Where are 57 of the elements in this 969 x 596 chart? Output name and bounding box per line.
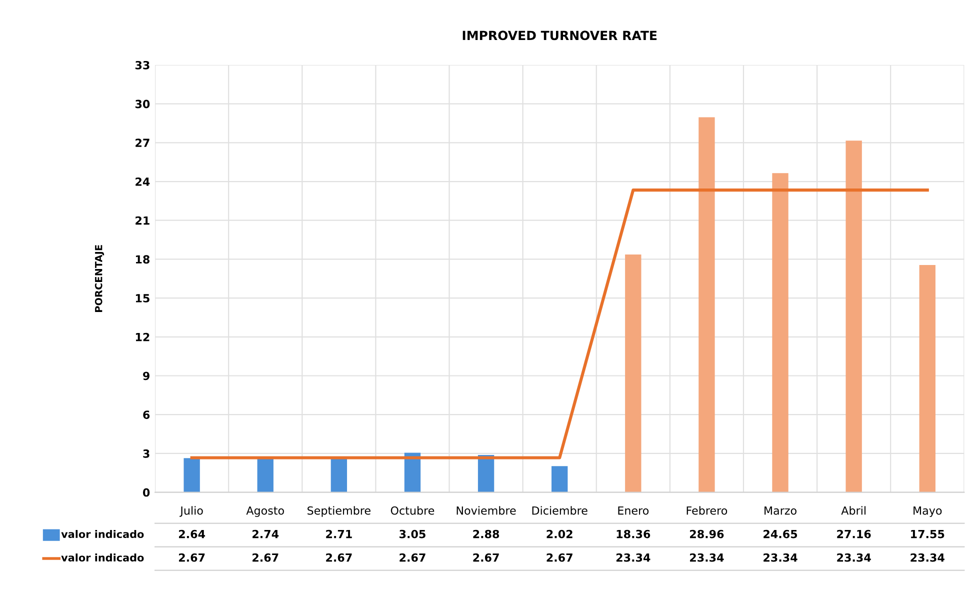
data-label: 2.64 [178, 530, 206, 538]
y-axis-title: PORCENTAJE [94, 245, 104, 312]
data-label: 2.74 [252, 530, 279, 538]
data-label: 2.67 [400, 553, 426, 562]
bar [552, 466, 568, 492]
data-label: 23.34 [616, 553, 650, 562]
y-tick-label: 33 [135, 60, 150, 70]
y-tick-label: 27 [136, 138, 150, 147]
legend-label: valor indicado [61, 553, 144, 562]
data-label: 23.34 [764, 553, 798, 562]
data-label: 28.96 [690, 530, 724, 538]
bar [184, 458, 200, 492]
data-label: 2.02 [546, 530, 572, 538]
x-tick-label: Abril [841, 506, 866, 515]
data-label: 18.36 [616, 530, 650, 538]
y-tick-label: 21 [136, 216, 150, 225]
x-tick-label: Marzo [764, 506, 796, 515]
bar [772, 173, 788, 492]
y-tick-label: 9 [143, 372, 150, 380]
bar [846, 140, 862, 492]
bar [625, 254, 642, 492]
y-tick-label: 6 [143, 410, 150, 419]
bar [698, 117, 715, 492]
data-label: 27.16 [837, 530, 871, 538]
x-tick-label: Septiembre [308, 506, 370, 517]
x-tick-label: Mayo [914, 506, 942, 517]
x-tick-label: Febrero [686, 506, 728, 515]
data-label: 23.34 [690, 553, 724, 562]
y-tick-label: 24 [136, 177, 150, 186]
x-tick-label: Octubre [390, 506, 434, 515]
data-label: 24.65 [764, 530, 798, 538]
y-tick-label: 0 [142, 488, 150, 497]
data-label: 17.55 [911, 530, 944, 538]
bar [330, 457, 348, 492]
legend-label: valor indicado [61, 530, 144, 538]
data-label: 2.67 [252, 553, 278, 562]
data-label: 23.34 [910, 553, 944, 562]
data-label: 2.67 [178, 553, 205, 562]
x-tick-label: Noviembre [456, 506, 516, 515]
x-tick-label: Agosto [246, 506, 284, 517]
y-tick-label: 3 [143, 449, 150, 458]
x-tick-label: Diciembre [532, 506, 588, 515]
chart-title: IMPROVED TURNOVER RATE [462, 30, 657, 40]
data-label: 2.67 [326, 553, 352, 562]
data-label: 2.88 [473, 530, 500, 538]
y-tick-label: 18 [136, 255, 150, 264]
y-tick-label: 30 [135, 100, 150, 108]
data-label: 2.67 [546, 553, 572, 562]
data-label: 23.34 [837, 553, 871, 562]
data-label: 2.67 [473, 553, 499, 562]
x-tick-label: Enero [618, 506, 649, 515]
y-tick-label: 12 [136, 332, 150, 342]
x-tick-label: Julio [180, 506, 203, 517]
data-label: 3.05 [400, 530, 426, 538]
y-tick-label: 15 [136, 294, 150, 302]
data-label: 2.71 [326, 530, 352, 538]
bar [919, 265, 936, 492]
